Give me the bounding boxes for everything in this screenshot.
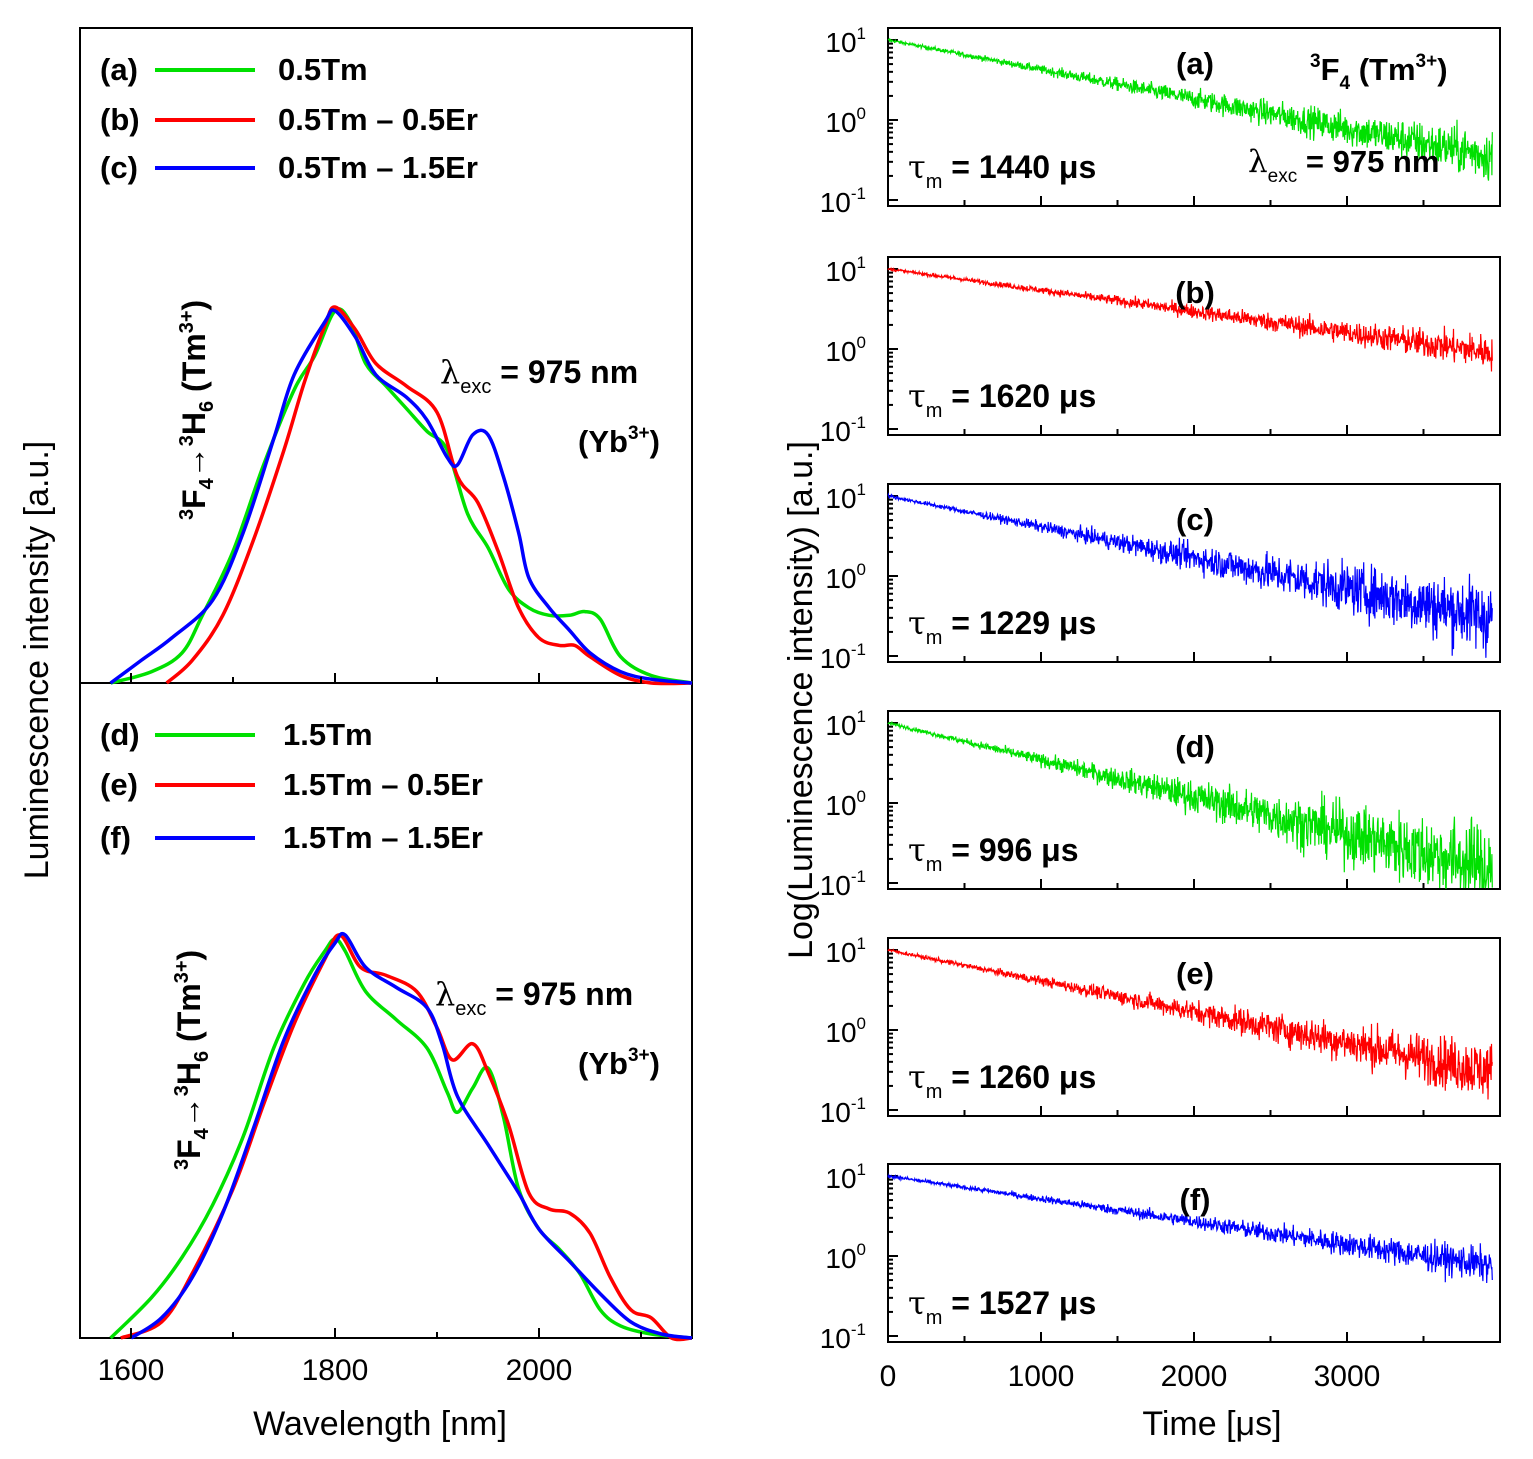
decay-panel-b: 101 100 10-1 (b) τm = 1620 μs [820, 253, 1501, 447]
decay-y-tick-label: 10-1 [820, 867, 866, 901]
decay-y-tick-label: 101 [825, 1160, 866, 1194]
decay-series-f [887, 1173, 1493, 1284]
emission-bottom-series-3 [130, 931, 693, 1340]
emission-top-series-3 [109, 308, 693, 685]
decay-tau-label: τm = 1260 μs [908, 1058, 1096, 1103]
decay-tau-label: τm = 1229 μs [908, 604, 1096, 649]
decay-panel-label: (e) [1176, 956, 1214, 991]
emission-bottom-transition-label: 3F4→3H6 (Tm3+) [171, 950, 213, 1170]
decay-y-axis-label: Log(Luminescence intensity) [a.u.] [782, 441, 820, 959]
decay-series-b [887, 266, 1493, 372]
decay-panel-c: 101 100 10-1 (c) τm = 1229 μs [820, 480, 1501, 674]
decay-y-tick-label: 101 [825, 24, 866, 58]
emission-top-series-1 [110, 307, 693, 685]
decay-x-tick-label: 3000 [1314, 1360, 1381, 1393]
decay-series-e [887, 948, 1493, 1100]
decay-y-tick-label: 100 [825, 104, 866, 138]
legend-label-e: (e) [100, 767, 138, 802]
emission-bottom-legend: (d) 1.5Tm (e) 1.5Tm – 0.5Er (f) 1.5Tm – … [100, 717, 483, 855]
decay-y-tick-label: 100 [825, 787, 866, 821]
emission-top-legend: (a) 0.5Tm (b) 0.5Tm – 0.5Er (c) 0.5Tm – … [100, 52, 478, 185]
emission-x-ticks: 1600 1800 2000 [98, 673, 642, 1387]
decay-panels: 101 100 10-1 (a) τm = 1440 μs 101 100 10-1 (b) τm… [820, 24, 1501, 1393]
decay-panel-d: 101 100 10-1 (d) τm = 996 μs [820, 707, 1501, 901]
decay-y-tick-label: 10-1 [820, 1320, 866, 1354]
decay-y-tick-label: 100 [825, 560, 866, 594]
emission-x-tick-label: 1800 [302, 1354, 369, 1387]
decay-tau-label: τm = 1527 μs [908, 1284, 1096, 1329]
decay-excitation: λexc = 975 nm [1248, 144, 1439, 187]
decay-panel-f: 101 100 10-1 (f) τm = 1527 μs [820, 1160, 1501, 1354]
decay-x-tick-label: 0 [880, 1360, 897, 1393]
decay-x-tick-label: 1000 [1008, 1360, 1075, 1393]
decay-y-tick-label: 10-1 [820, 184, 866, 218]
legend-text-d: 1.5Tm [283, 717, 373, 752]
decay-series-d [887, 720, 1493, 889]
legend-label-a: (a) [100, 52, 138, 87]
emission-y-axis-label: Luminescence intensity [a.u.] [18, 441, 56, 879]
decay-panel-label: (d) [1175, 729, 1215, 764]
legend-text-f: 1.5Tm – 1.5Er [283, 820, 483, 855]
decay-y-tick-label: 100 [825, 1014, 866, 1048]
decay-x-axis-label: Time [μs] [1142, 1405, 1281, 1443]
decay-tau-label: τm = 1620 μs [908, 377, 1096, 422]
decay-y-tick-label: 101 [825, 707, 866, 741]
decay-state-label: 3F4 (Tm3+) [1310, 51, 1448, 94]
decay-y-tick-label: 101 [825, 253, 866, 287]
decay-y-tick-label: 101 [825, 480, 866, 514]
decay-panel-label: (c) [1176, 502, 1214, 537]
legend-label-f: (f) [100, 820, 131, 855]
decay-panel-label: (a) [1176, 46, 1214, 81]
decay-y-tick-label: 10-1 [820, 413, 866, 447]
decay-x-tick-label: 2000 [1161, 1360, 1228, 1393]
decay-series-a [887, 37, 1493, 181]
decay-panel-e: 101 100 10-1 (e) τm = 1260 μs [820, 934, 1501, 1128]
emission-bottom-plot [109, 931, 693, 1342]
legend-label-d: (d) [100, 717, 140, 752]
decay-panel-a: 101 100 10-1 (a) τm = 1440 μs [820, 24, 1501, 218]
legend-text-a: 0.5Tm [278, 52, 368, 87]
emission-top-transition-label: 3F4→3H6 (Tm3+) [176, 300, 218, 520]
emission-bottom-frame [79, 682, 693, 1339]
decay-series-c [887, 492, 1493, 658]
decay-y-tick-label: 10-1 [820, 1094, 866, 1128]
decay-tau-label: τm = 1440 μs [908, 148, 1096, 193]
emission-top-series-2 [165, 305, 693, 686]
decay-y-tick-label: 10-1 [820, 640, 866, 674]
decay-panel-label: (f) [1180, 1182, 1211, 1217]
emission-top-plot [109, 305, 693, 686]
emission-top-excitation: λexc = 975 nm [440, 353, 638, 398]
legend-label-b: (b) [100, 102, 140, 137]
emission-bottom-source: (Yb3+) [578, 1045, 660, 1081]
legend-label-c: (c) [100, 150, 138, 185]
emission-top-source: (Yb3+) [578, 423, 660, 459]
decay-panel-label: (b) [1175, 275, 1215, 310]
decay-y-tick-label: 101 [825, 934, 866, 968]
legend-text-c: 0.5Tm – 1.5Er [278, 150, 478, 185]
emission-bottom-excitation: λexc = 975 nm [435, 975, 633, 1020]
emission-x-tick-label: 2000 [506, 1354, 573, 1387]
decay-tau-label: τm = 996 μs [908, 831, 1079, 876]
legend-text-b: 0.5Tm – 0.5Er [278, 102, 478, 137]
decay-y-tick-label: 100 [825, 333, 866, 367]
decay-y-tick-label: 100 [825, 1240, 866, 1274]
emission-x-axis-label: Wavelength [nm] [253, 1405, 507, 1443]
emission-x-tick-label: 1600 [98, 1354, 165, 1387]
legend-text-e: 1.5Tm – 0.5Er [283, 767, 483, 802]
